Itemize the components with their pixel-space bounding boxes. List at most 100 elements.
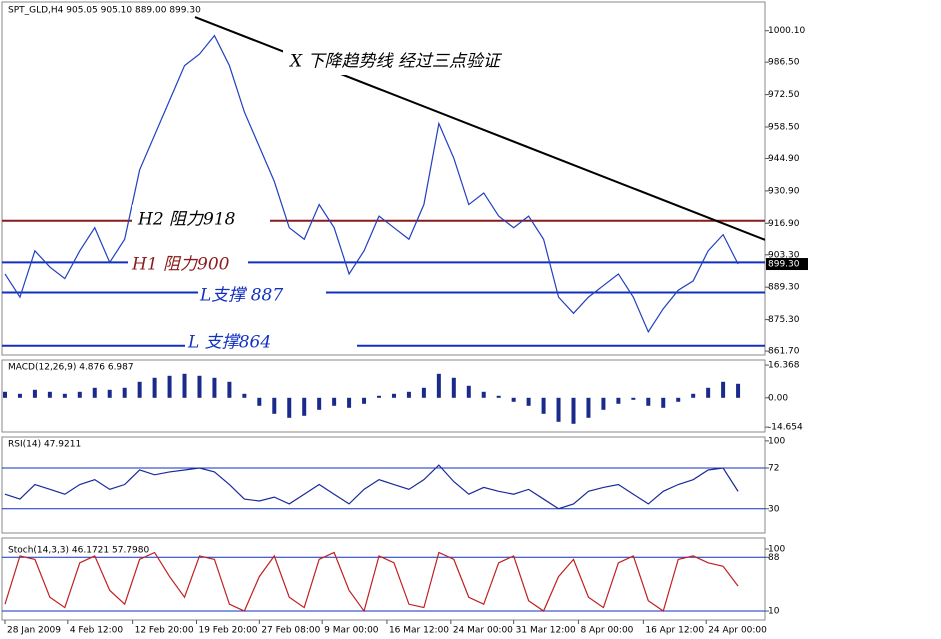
y-tick-label: 30 (768, 504, 780, 514)
macd-bar (541, 397, 546, 414)
annotations: X 下降趋势线 经过三点验证 H2 阻力918 H1 阻力900 L支撑 887… (128, 47, 621, 353)
stoch-panel (1, 537, 766, 621)
annotation: H1 阻力900 (131, 255, 230, 275)
annotation: L 支撑864 (187, 333, 271, 353)
x-tick-label: 12 Feb 20:00 (135, 626, 194, 636)
rsi-title: RSI(14) 47.9211 (8, 440, 81, 450)
macd-bar (257, 397, 262, 406)
annotation: X 下降趋势线 经过三点验证 (288, 52, 503, 72)
annotation: L支撑 887 (199, 286, 283, 306)
macd-bar (287, 397, 292, 418)
macd-bar (317, 397, 322, 410)
macd-title: MACD(12,26,9) 4.876 6.987 (8, 363, 134, 373)
x-tick-label: 4 Feb 12:00 (70, 626, 124, 636)
macd-bar (661, 397, 666, 408)
macd-bar (182, 373, 187, 398)
macd-bar (676, 397, 681, 402)
macd-bar (721, 381, 726, 398)
x-tick-label: 8 Apr 00:00 (580, 626, 633, 636)
macd-bar (227, 381, 232, 398)
y-tick-label: 0.00 (768, 393, 788, 403)
macd-bar (646, 397, 651, 406)
annotation-box (128, 250, 248, 280)
macd-bar (496, 395, 501, 398)
x-tick-label: 28 Jan 2009 (7, 626, 61, 636)
price-title: SPT_GLD,H4 905.05 905.10 889.00 899.30 (8, 6, 201, 16)
macd-bar (92, 387, 97, 398)
macd-bar (2, 391, 7, 398)
macd-bar (32, 389, 37, 398)
macd-bar (377, 395, 382, 398)
macd-bar (47, 391, 52, 398)
x-tick-label: 24 Apr 00:00 (708, 626, 767, 636)
y-tick-label: 889.30 (768, 283, 800, 293)
annotation: H2 阻力918 (137, 210, 236, 230)
macd-bar (77, 391, 82, 398)
last-price-box (766, 258, 808, 271)
macd-bar (526, 397, 531, 406)
x-tick-label: 9 Mar 00:00 (324, 626, 379, 636)
macd-bar (137, 381, 142, 398)
rsi-panel (1, 436, 766, 534)
y-tick-label: 944.90 (768, 154, 800, 164)
macd-bar (556, 397, 561, 422)
macd-bar (122, 387, 127, 398)
macd-bar (107, 389, 112, 398)
x-tick-label: 19 Feb 20:00 (198, 626, 257, 636)
macd-bar (481, 391, 486, 398)
y-tick-label: 1000.10 (768, 26, 805, 36)
macd-bar (17, 393, 22, 398)
macd-bar (571, 397, 576, 424)
y-tick-label: 986.50 (768, 58, 800, 68)
y-tick-label: 72 (768, 464, 779, 474)
macd-bar (421, 387, 426, 398)
y-tick-label: 16.368 (768, 361, 800, 371)
macd-bar (362, 397, 367, 404)
macd-bar (152, 377, 157, 398)
y-tick-label: 10 (768, 607, 780, 617)
macd-bar (736, 383, 741, 398)
macd-bar (167, 375, 172, 398)
macd-bar (586, 397, 591, 418)
annotation-box (185, 332, 357, 353)
macd-bar (197, 375, 202, 398)
macd-bar (631, 397, 636, 400)
x-tick-label: 16 Apr 12:00 (645, 626, 704, 636)
macd-bar (391, 393, 396, 398)
macd-panel (1, 359, 766, 433)
macd-bar (616, 397, 621, 404)
macd-bar (332, 397, 337, 406)
annotation-box (198, 282, 326, 325)
series-line (4, 551, 739, 613)
y-tick-label: 875.30 (768, 315, 800, 325)
macd-bar (302, 397, 307, 416)
y-tick-label: 100 (768, 436, 785, 446)
x-tick-label: 31 Mar 12:00 (516, 626, 576, 636)
x-tick-label: 16 Mar 12:00 (389, 626, 449, 636)
annotation-box (283, 47, 621, 75)
macd-bar (212, 377, 217, 398)
last-price-label: 899.30 (768, 260, 800, 270)
y-tick-label: 972.50 (768, 90, 800, 100)
macd-bar (242, 393, 247, 398)
series-line (4, 34, 739, 334)
macd-bar (272, 397, 277, 414)
annotation-box (132, 205, 270, 235)
macd-bar (601, 397, 606, 410)
y-tick-label: 958.50 (768, 122, 800, 132)
macd-bar (451, 377, 456, 398)
x-tick-label: 24 Mar 00:00 (453, 626, 513, 636)
y-tick-label: 930.90 (768, 186, 800, 196)
macd-bar (706, 387, 711, 398)
macd-bar (691, 393, 696, 398)
y-tick-label: -14.654 (768, 423, 803, 433)
y-tick-label: 861.70 (768, 347, 800, 357)
series-line (4, 464, 739, 510)
macd-bar (62, 393, 67, 398)
y-tick-label: 88 (768, 553, 780, 563)
y-tick-label: 903.30 (768, 250, 800, 260)
macd-bar (347, 397, 352, 408)
macd-bar (466, 385, 471, 398)
macd-bar (511, 397, 516, 402)
